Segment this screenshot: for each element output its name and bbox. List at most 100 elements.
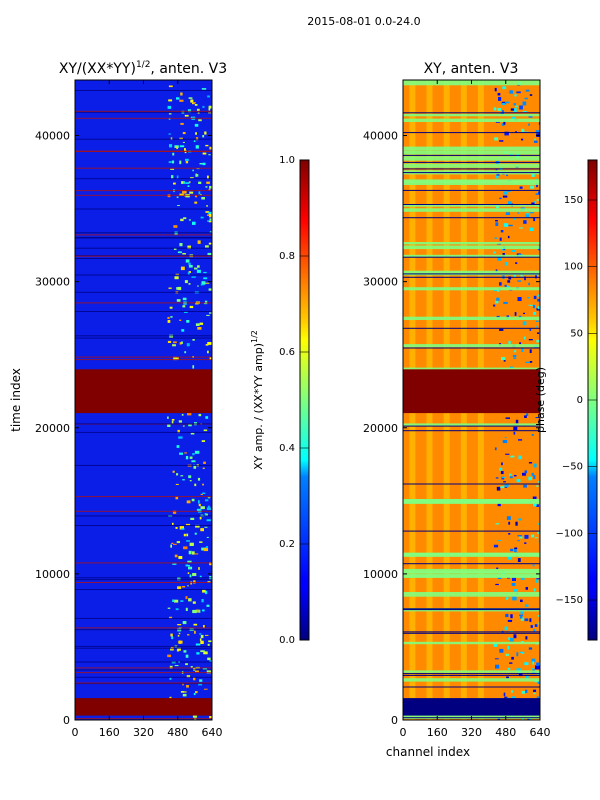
heatmap-cell xyxy=(525,636,528,640)
heatmap-cell xyxy=(535,193,539,195)
heatmap-cell xyxy=(195,670,199,673)
heatmap-cell xyxy=(533,503,537,507)
heatmap-cell xyxy=(198,500,200,504)
heatmap-cell xyxy=(187,272,190,275)
heatmap-cell xyxy=(194,553,199,555)
left-colorbar-label: XY amp. / (XX*YY amp)1/2 xyxy=(250,330,265,470)
heatmap-row xyxy=(403,641,540,645)
heatmap-cell xyxy=(189,480,192,482)
heatmap-cell xyxy=(504,284,507,287)
heatmap-cell xyxy=(508,276,512,280)
heatmap-row xyxy=(403,273,540,275)
heatmap-cell xyxy=(179,160,182,165)
heatmap-cell xyxy=(175,496,179,500)
heatmap-row xyxy=(403,425,540,427)
x-tick-label: 320 xyxy=(133,726,154,739)
heatmap-cell xyxy=(528,115,533,118)
heatmap-row xyxy=(403,673,540,675)
heatmap-cell xyxy=(518,673,523,677)
colorbar-tick-label: 0 xyxy=(577,395,583,406)
heatmap-cell xyxy=(522,321,527,326)
heatmap-cell xyxy=(168,99,173,102)
heatmap-cell xyxy=(188,283,191,285)
heatmap-cell xyxy=(501,476,506,478)
heatmap-row xyxy=(403,114,540,117)
heatmap-cell xyxy=(525,89,530,92)
y-tick-label: 0 xyxy=(63,714,70,727)
heatmap-cell xyxy=(173,225,178,228)
heatmap-cell xyxy=(199,541,203,543)
heatmap-cell xyxy=(181,181,183,184)
y-tick-label: 10000 xyxy=(35,568,70,581)
heatmap-row xyxy=(75,562,212,564)
heatmap-cell xyxy=(519,651,525,653)
heatmap-cell xyxy=(501,462,503,466)
heatmap-cell xyxy=(189,542,194,546)
heatmap-cell xyxy=(177,586,182,590)
heatmap-row xyxy=(403,242,540,245)
heatmap-cell xyxy=(207,342,212,345)
heatmap-cell xyxy=(517,280,522,282)
heatmap-cell xyxy=(202,589,206,593)
heatmap-cell xyxy=(501,101,507,104)
heatmap-cell xyxy=(197,111,200,114)
heatmap-cell xyxy=(202,152,207,155)
heatmap-row xyxy=(403,180,540,185)
heatmap-cell xyxy=(505,653,509,656)
heatmap-cell xyxy=(178,556,183,559)
heatmap-cell xyxy=(519,614,524,616)
heatmap-cell xyxy=(169,616,173,619)
heatmap-cell xyxy=(181,341,183,344)
heatmap-cell xyxy=(195,195,198,198)
heatmap-cell xyxy=(517,212,520,214)
right-xlabel: channel index xyxy=(386,745,470,759)
heatmap-cell xyxy=(176,473,179,476)
heatmap-cell xyxy=(170,168,175,170)
heatmap-row xyxy=(403,217,540,219)
heatmap-cell xyxy=(530,185,535,189)
heatmap-cell xyxy=(177,577,181,581)
heatmap-cell xyxy=(206,507,211,510)
heatmap-cell xyxy=(182,190,187,194)
x-tick-label: 320 xyxy=(461,726,482,739)
heatmap-cell xyxy=(182,693,187,697)
heatmap-cell xyxy=(507,280,511,283)
heatmap-cell xyxy=(184,351,187,354)
heatmap-cell xyxy=(531,668,534,670)
heatmap-cell xyxy=(536,339,540,343)
heatmap-cell xyxy=(187,245,191,249)
heatmap-cell xyxy=(505,417,510,419)
heatmap-cell xyxy=(173,543,177,545)
heatmap-cell xyxy=(516,479,521,483)
heatmap-cell xyxy=(497,540,501,542)
heatmap-cell xyxy=(191,276,196,278)
heatmap-cell xyxy=(495,175,499,179)
heatmap-cell xyxy=(168,133,171,135)
heatmap-row xyxy=(75,669,212,671)
heatmap-cell xyxy=(494,87,497,92)
heatmap-cell xyxy=(508,637,511,640)
heatmap-cell xyxy=(533,692,536,695)
heatmap-row xyxy=(75,255,212,257)
heatmap-cell xyxy=(205,590,208,595)
heatmap-cell xyxy=(514,548,517,553)
heatmap-band xyxy=(403,369,540,414)
heatmap-cell xyxy=(189,191,194,194)
y-tick-label: 30000 xyxy=(35,276,70,289)
heatmap-cell xyxy=(180,266,185,271)
heatmap-cell xyxy=(535,578,539,583)
heatmap-cell xyxy=(178,420,182,423)
heatmap-cell xyxy=(184,280,188,284)
heatmap-cell xyxy=(167,654,172,658)
heatmap-cell xyxy=(197,240,201,244)
left-colorbar-gradient xyxy=(299,159,310,641)
colorbar-tick-label: −100 xyxy=(556,528,583,539)
heatmap-row xyxy=(403,156,540,161)
heatmap-cell xyxy=(202,483,204,486)
heatmap-cell xyxy=(205,344,209,346)
heatmap-cell xyxy=(525,361,530,364)
heatmap-cell xyxy=(518,439,523,441)
heatmap-cell xyxy=(534,624,538,627)
heatmap-cell xyxy=(515,131,517,133)
heatmap-cell xyxy=(516,668,521,673)
